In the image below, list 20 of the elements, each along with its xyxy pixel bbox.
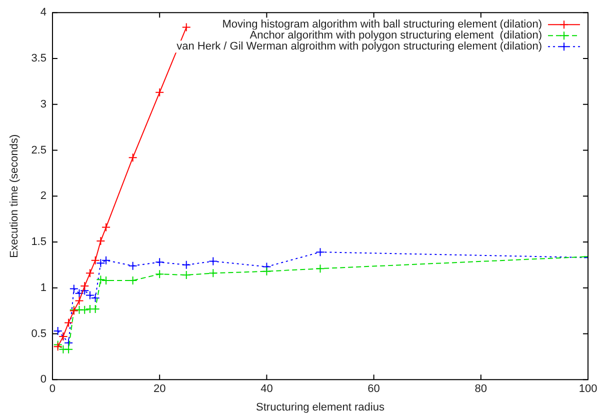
y-tick-label: 1 (40, 282, 46, 294)
y-tick-label: 1.5 (31, 236, 46, 248)
x-tick-label: 100 (578, 383, 598, 396)
legend-label: Anchor algorithm with polygon structuring element (dilation) (250, 30, 542, 42)
y-tick-label: 2.5 (31, 144, 46, 156)
legend-label: van Herk / Gil Werman algroithm with polygon structuring element (dilation) (176, 40, 542, 53)
x-tick-label: 20 (153, 383, 166, 396)
legend-label: Moving histogram algorithm with ball structuring element (dilation) (222, 18, 542, 31)
y-tick-label: 3.5 (31, 52, 46, 65)
x-tick-label: 80 (474, 383, 488, 396)
x-axis-title: Structuring element radius (256, 401, 385, 414)
x-tick-label: 60 (368, 383, 380, 396)
x-tick-label: 40 (260, 383, 273, 396)
y-axis-title: Execution time (seconds) (8, 134, 21, 258)
x-tick-label: 0 (49, 383, 56, 396)
y-tick-label: 4 (40, 6, 46, 19)
y-tick-label: 0.5 (31, 328, 46, 340)
y-tick-label: 0 (40, 374, 46, 386)
y-tick-label: 3 (40, 98, 46, 110)
y-tick-label: 2 (40, 190, 46, 202)
